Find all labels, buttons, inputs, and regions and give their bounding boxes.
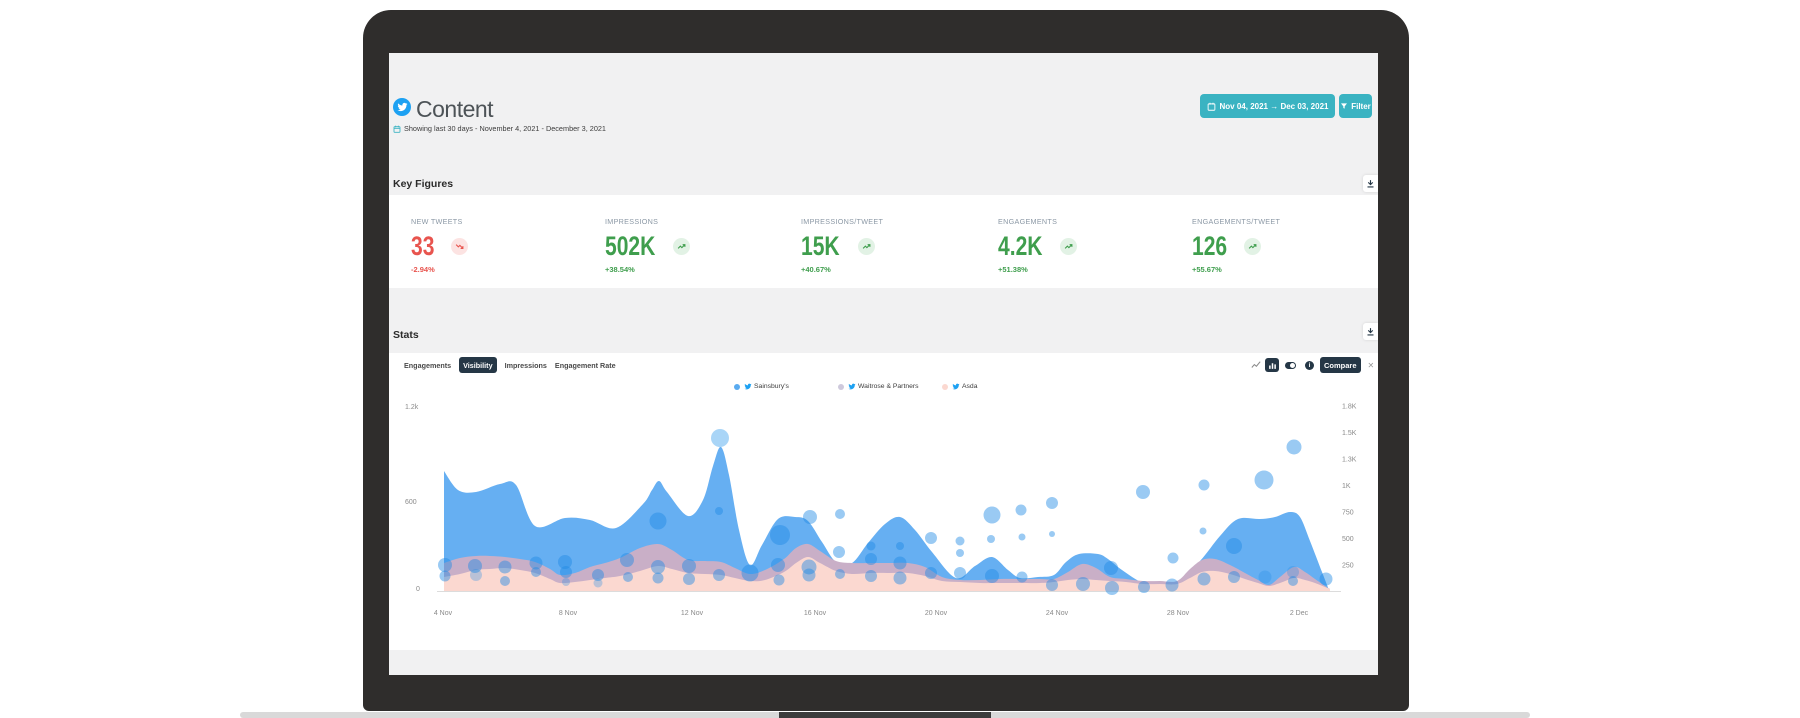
svg-text:8 Nov: 8 Nov bbox=[559, 610, 578, 617]
svg-text:750: 750 bbox=[1342, 510, 1354, 517]
svg-text:600: 600 bbox=[405, 499, 417, 506]
svg-text:1.2k: 1.2k bbox=[405, 404, 419, 411]
svg-text:1.3K: 1.3K bbox=[1342, 457, 1357, 464]
svg-text:4 Nov: 4 Nov bbox=[434, 610, 453, 617]
svg-text:1K: 1K bbox=[1342, 483, 1351, 490]
svg-text:250: 250 bbox=[1342, 563, 1354, 570]
svg-text:500: 500 bbox=[1342, 536, 1354, 543]
svg-text:2 Dec: 2 Dec bbox=[1290, 610, 1309, 617]
svg-text:16 Nov: 16 Nov bbox=[804, 610, 827, 617]
svg-text:24 Nov: 24 Nov bbox=[1046, 610, 1069, 617]
svg-text:0: 0 bbox=[416, 586, 420, 593]
svg-text:28 Nov: 28 Nov bbox=[1167, 610, 1190, 617]
svg-text:12 Nov: 12 Nov bbox=[681, 610, 704, 617]
svg-text:1.5K: 1.5K bbox=[1342, 430, 1357, 437]
svg-text:1.8K: 1.8K bbox=[1342, 404, 1357, 411]
svg-text:20 Nov: 20 Nov bbox=[925, 610, 948, 617]
